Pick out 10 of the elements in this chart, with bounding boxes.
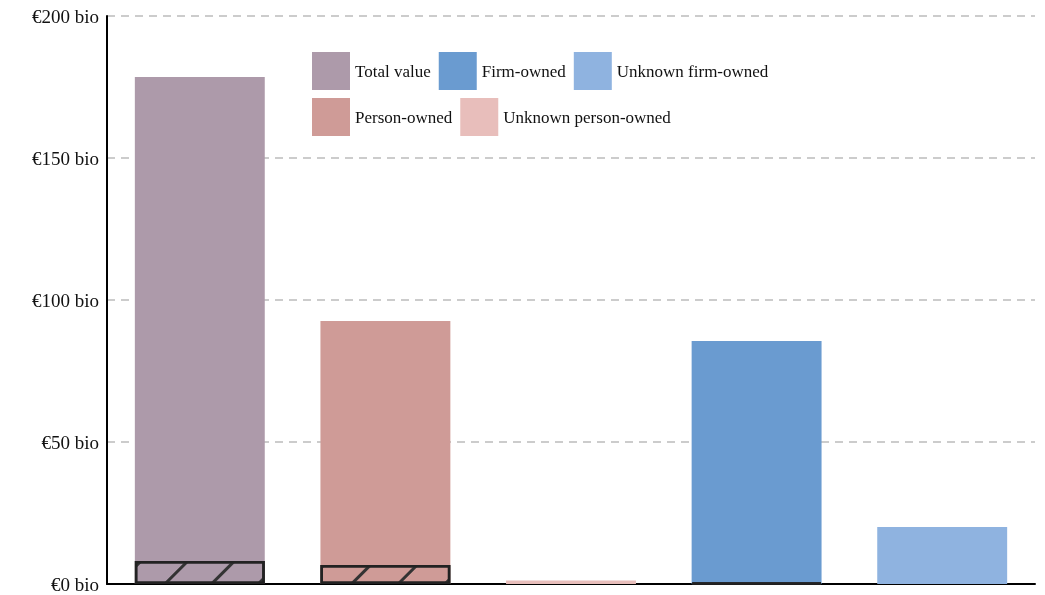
- y-tick-label: €200 bio: [31, 5, 99, 27]
- y-tick-label: €150 bio: [31, 147, 99, 169]
- legend-label: Unknown person-owned: [503, 107, 672, 127]
- y-tick-label: €0 bio: [50, 573, 99, 595]
- y-tick-label: €50 bio: [41, 431, 99, 453]
- legend-label: Total value: [355, 61, 431, 81]
- legend-label: Person-owned: [355, 107, 453, 127]
- legend-label: Firm-owned: [481, 61, 567, 81]
- y-tick-label: €100 bio: [31, 289, 99, 311]
- legend-label: Unknown firm-owned: [616, 61, 769, 81]
